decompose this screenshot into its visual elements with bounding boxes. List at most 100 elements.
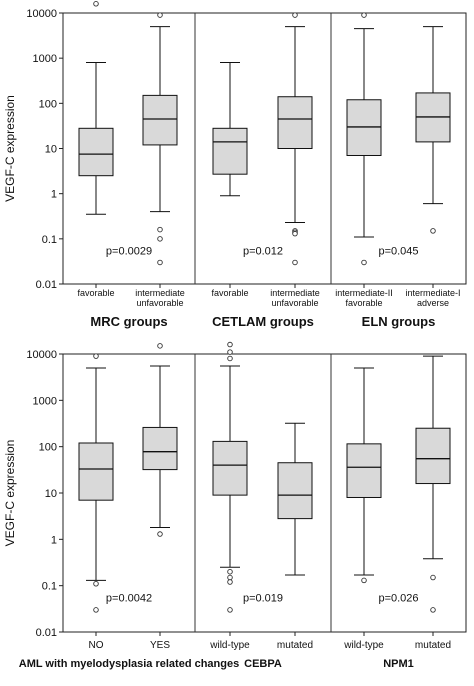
iqr-box bbox=[212, 127, 248, 175]
panel-title: ELN groups bbox=[362, 314, 436, 329]
box-2 bbox=[415, 355, 451, 613]
box-2 bbox=[142, 12, 178, 266]
category-label: adverse bbox=[417, 298, 449, 308]
panel-2: wild-type mutated p=0.019 CEBPA bbox=[209, 341, 313, 670]
p-value: p=0.012 bbox=[243, 245, 283, 257]
chart-1: 0.01 0.1 1 10 100 1000 10000 VEGF-C expression f… bbox=[3, 1, 467, 329]
iqr-box bbox=[277, 462, 313, 520]
box-2 bbox=[415, 26, 451, 234]
y-tick-label: 0.01 bbox=[36, 627, 57, 639]
y-axis-label: VEGF-C expression bbox=[3, 440, 17, 547]
outlier-point bbox=[430, 574, 436, 581]
category-label: intermediate bbox=[270, 288, 320, 298]
iqr-box bbox=[346, 443, 382, 498]
outlier-point bbox=[157, 343, 163, 349]
p-value: p=0.0042 bbox=[106, 593, 152, 605]
category-label: YES bbox=[150, 640, 170, 651]
outlier-point bbox=[361, 259, 367, 266]
iqr-box bbox=[78, 442, 114, 501]
y-tick-label: 10 bbox=[45, 488, 57, 500]
box-2 bbox=[277, 422, 313, 576]
box-1 bbox=[212, 62, 248, 197]
box-1 bbox=[346, 367, 382, 584]
box-1 bbox=[346, 12, 382, 266]
category-label: intermediate-I bbox=[405, 288, 460, 298]
y-axis-label: VEGF-C expression bbox=[3, 95, 17, 202]
panel-1: NO YES p=0.0042 AML with myelodysplasia rel… bbox=[19, 343, 239, 670]
category-label: unfavorable bbox=[136, 298, 183, 308]
outlier-point bbox=[93, 353, 99, 359]
outlier-point bbox=[157, 531, 163, 537]
panel-title: MRC groups bbox=[90, 314, 167, 329]
y-tick-label: 100 bbox=[39, 442, 57, 454]
panel-title: CEBPA bbox=[244, 658, 282, 670]
y-tick-label: 100 bbox=[39, 98, 57, 110]
iqr-box bbox=[212, 440, 248, 496]
outlier-point bbox=[227, 574, 233, 581]
y-tick-label: 10000 bbox=[26, 8, 57, 20]
y-tick-label: 0.1 bbox=[42, 234, 57, 246]
outlier-point bbox=[227, 607, 233, 613]
outlier-point bbox=[93, 580, 99, 587]
outlier-point bbox=[361, 577, 367, 584]
y-tick-label: 0.1 bbox=[42, 581, 57, 593]
category-label: favorable bbox=[211, 288, 248, 298]
iqr-box bbox=[277, 96, 313, 149]
iqr-box bbox=[142, 94, 178, 146]
iqr-box bbox=[78, 127, 114, 177]
outlier-point bbox=[292, 259, 298, 266]
category-label: unfavorable bbox=[271, 298, 318, 308]
box-2 bbox=[142, 343, 178, 537]
outlier-point bbox=[93, 1, 99, 7]
outlier-point bbox=[157, 226, 163, 233]
box-1 bbox=[212, 341, 248, 613]
p-value: p=0.0029 bbox=[106, 245, 152, 257]
y-tick-label: 1000 bbox=[33, 395, 57, 407]
outlier-point bbox=[157, 236, 163, 242]
plot-frame bbox=[62, 353, 467, 633]
y-tick-label: 0.01 bbox=[36, 279, 57, 291]
outlier-point bbox=[292, 12, 298, 18]
outlier-point bbox=[430, 228, 436, 234]
p-value: p=0.026 bbox=[378, 593, 418, 605]
outlier-point bbox=[227, 341, 233, 348]
y-tick-label: 1000 bbox=[33, 53, 57, 65]
category-label: favorable bbox=[77, 288, 114, 298]
outlier-point bbox=[292, 230, 298, 237]
outlier-point bbox=[157, 12, 163, 18]
outlier-point bbox=[227, 355, 233, 362]
outlier-point bbox=[227, 568, 233, 575]
category-label: mutated bbox=[277, 640, 313, 651]
box-2 bbox=[277, 12, 313, 266]
outlier-point bbox=[157, 259, 163, 266]
iqr-box bbox=[415, 427, 451, 485]
outlier-point bbox=[430, 607, 436, 613]
outlier-point bbox=[227, 579, 233, 585]
panel-title: AML with myelodysplasia related changes bbox=[19, 658, 239, 670]
outlier-point bbox=[361, 12, 367, 18]
y-tick-label: 10 bbox=[45, 144, 57, 156]
category-label: mutated bbox=[415, 640, 451, 651]
plot-frame bbox=[62, 12, 467, 285]
outlier-point bbox=[93, 607, 99, 613]
box-1 bbox=[78, 1, 114, 215]
box-1 bbox=[78, 353, 114, 613]
panel-title: NPM1 bbox=[383, 658, 414, 670]
p-value: p=0.019 bbox=[243, 593, 283, 605]
category-label: wild-type bbox=[209, 640, 250, 651]
category-label: intermediate bbox=[135, 288, 185, 298]
iqr-box bbox=[346, 99, 382, 156]
y-tick-label: 1 bbox=[51, 534, 57, 546]
iqr-box bbox=[142, 426, 178, 471]
panel-3: wild-type mutated p=0.026 NPM1 bbox=[343, 355, 451, 670]
category-label: wild-type bbox=[343, 640, 384, 651]
p-value: p=0.045 bbox=[378, 245, 418, 257]
y-tick-label: 1 bbox=[51, 189, 57, 201]
panel-title: CETLAM groups bbox=[212, 314, 314, 329]
category-label: intermediate-II bbox=[335, 288, 393, 298]
